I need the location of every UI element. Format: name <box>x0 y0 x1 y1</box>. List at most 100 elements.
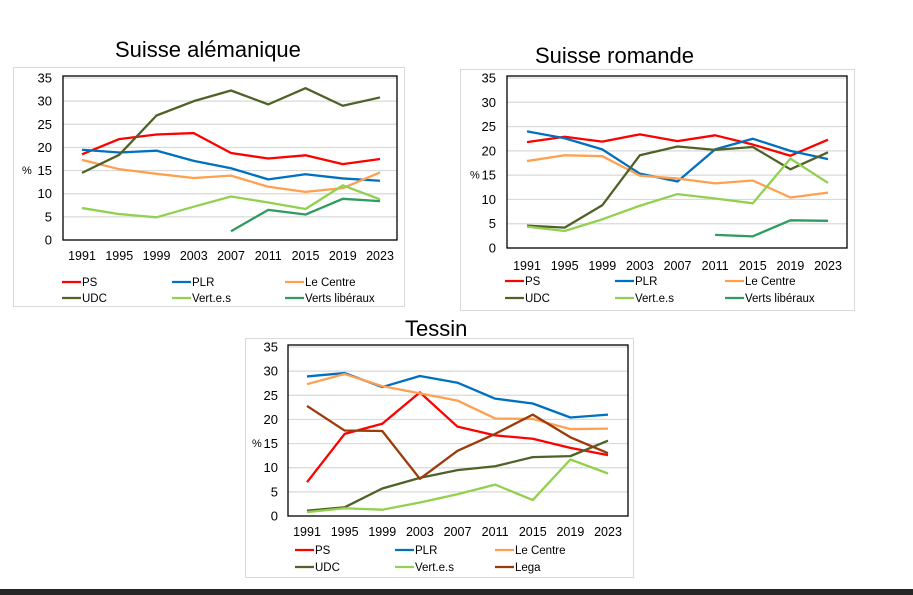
series-line-vert-e-s <box>526 157 829 233</box>
plot-area-border <box>62 75 398 241</box>
y-tick-label: 0 <box>271 509 278 524</box>
y-tick-label: 20 <box>264 412 278 427</box>
x-tick-label: 2003 <box>406 525 434 539</box>
series-line-ps <box>526 133 829 157</box>
y-tick-label: 35 <box>38 71 52 86</box>
legend-label: Le Centre <box>305 277 356 289</box>
y-tick-label: 20 <box>38 140 52 155</box>
x-tick-label: 1995 <box>331 525 359 539</box>
chart-title-suisse-romande: Suisse romande <box>535 43 694 68</box>
series-line-le-centre <box>306 372 609 431</box>
series-line-lega <box>306 404 609 480</box>
y-tick-label: 30 <box>38 94 52 109</box>
y-tick-label: 10 <box>38 186 52 201</box>
series-line-plr <box>81 148 381 182</box>
y-axis-label: % <box>252 438 262 450</box>
legend-label: Verts libéraux <box>745 293 815 305</box>
x-tick-label: 1991 <box>513 259 541 273</box>
x-tick-label: 2023 <box>814 259 842 273</box>
chart-frame-tessin <box>245 338 634 578</box>
x-tick-label: 2019 <box>329 249 357 263</box>
x-tick-label: 2015 <box>292 249 320 263</box>
series-line-le-centre <box>81 158 381 194</box>
series-line-verts-lib-raux <box>715 219 829 238</box>
y-tick-label: 15 <box>38 163 52 178</box>
series-line-le-centre <box>526 154 829 199</box>
legend-label: Le Centre <box>515 545 566 557</box>
x-tick-label: 2003 <box>626 259 654 273</box>
y-axis-label: % <box>22 165 32 177</box>
x-tick-label: 2011 <box>255 249 282 263</box>
y-axis-label: % <box>470 170 480 182</box>
x-tick-label: 1995 <box>551 259 579 273</box>
chart-title-suisse-alemanique: Suisse alémanique <box>115 37 301 62</box>
legend-label: PS <box>82 277 98 289</box>
x-tick-label: 2011 <box>482 525 509 539</box>
x-tick-label: 2007 <box>664 259 692 273</box>
chart-frame-suisse-romande <box>460 69 855 311</box>
series-line-udc <box>81 87 381 174</box>
legend-label: Vert.e.s <box>192 293 231 305</box>
x-tick-label: 2007 <box>444 525 472 539</box>
x-tick-label: 2003 <box>180 249 208 263</box>
y-tick-label: 20 <box>482 143 496 158</box>
y-tick-label: 10 <box>482 192 496 207</box>
y-tick-label: 5 <box>45 209 52 224</box>
series-line-vert-e-s <box>306 458 609 514</box>
bottom-dark-bar <box>0 589 913 595</box>
x-tick-label: 2023 <box>594 525 622 539</box>
y-tick-label: 15 <box>264 436 278 451</box>
series-line-udc <box>526 145 829 229</box>
legend-label: PLR <box>415 545 437 557</box>
legend-label: PS <box>315 545 331 557</box>
plot-area-border <box>287 344 629 517</box>
legend-label: PLR <box>192 277 214 289</box>
legend-label: UDC <box>82 293 107 305</box>
x-tick-label: 2011 <box>702 259 729 273</box>
y-tick-label: 35 <box>482 71 496 86</box>
chart-title-tessin: Tessin <box>405 316 468 341</box>
y-tick-label: 5 <box>271 484 278 499</box>
legend-label: PLR <box>635 276 657 288</box>
series-line-ps <box>81 131 381 166</box>
x-tick-label: 2015 <box>739 259 767 273</box>
legend-label: UDC <box>315 562 340 574</box>
series-line-plr <box>526 130 829 183</box>
y-tick-label: 30 <box>264 364 278 379</box>
x-tick-label: 1999 <box>143 249 171 263</box>
legend-label: Lega <box>515 562 541 574</box>
plot-area-border <box>506 75 848 249</box>
y-tick-label: 25 <box>264 388 278 403</box>
x-tick-label: 2019 <box>776 259 804 273</box>
y-tick-label: 5 <box>489 216 496 231</box>
x-tick-label: 1991 <box>293 525 321 539</box>
series-line-verts-lib-raux <box>230 197 381 233</box>
y-tick-label: 25 <box>482 119 496 134</box>
legend-label: Le Centre <box>745 276 796 288</box>
x-tick-label: 1999 <box>588 259 616 273</box>
series-line-vert-e-s <box>81 184 381 219</box>
x-tick-label: 2019 <box>556 525 584 539</box>
x-tick-label: 2015 <box>519 525 547 539</box>
y-tick-label: 0 <box>489 241 496 256</box>
x-tick-label: 2023 <box>366 249 394 263</box>
legend-label: Verts libéraux <box>305 293 375 305</box>
y-tick-label: 10 <box>264 460 278 475</box>
x-tick-label: 1991 <box>68 249 96 263</box>
series-line-udc <box>306 439 609 512</box>
y-tick-label: 30 <box>482 95 496 110</box>
x-tick-label: 2007 <box>217 249 245 263</box>
y-tick-label: 25 <box>38 117 52 132</box>
x-tick-label: 1995 <box>105 249 133 263</box>
y-tick-label: 0 <box>45 233 52 248</box>
legend-label: Vert.e.s <box>635 293 674 305</box>
legend-label: UDC <box>525 293 550 305</box>
legend-label: Vert.e.s <box>415 562 454 574</box>
legend-label: PS <box>525 276 541 288</box>
y-tick-label: 15 <box>482 168 496 183</box>
y-tick-label: 35 <box>264 340 278 355</box>
x-tick-label: 1999 <box>368 525 396 539</box>
